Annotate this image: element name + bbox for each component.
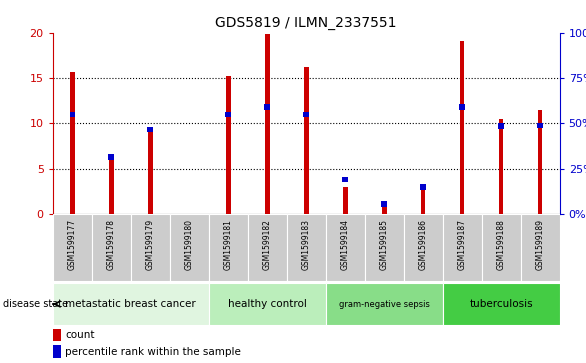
Bar bbox=[421, 189, 425, 214]
Bar bbox=[343, 187, 347, 214]
Bar bbox=[442, 283, 560, 325]
Text: GSM1599187: GSM1599187 bbox=[458, 219, 466, 270]
Bar bbox=[460, 41, 465, 214]
Text: GSM1599184: GSM1599184 bbox=[340, 219, 350, 270]
Bar bbox=[226, 76, 230, 214]
Text: GSM1599189: GSM1599189 bbox=[536, 219, 544, 270]
Text: GSM1599179: GSM1599179 bbox=[146, 219, 155, 270]
Bar bbox=[109, 159, 114, 214]
Bar bbox=[148, 127, 153, 132]
Bar bbox=[537, 123, 543, 128]
Bar bbox=[226, 112, 231, 117]
Bar bbox=[148, 128, 152, 214]
Bar bbox=[265, 34, 270, 214]
Bar bbox=[287, 214, 326, 281]
Text: GSM1599182: GSM1599182 bbox=[263, 219, 272, 270]
Text: percentile rank within the sample: percentile rank within the sample bbox=[65, 347, 241, 356]
Bar bbox=[482, 214, 520, 281]
Bar bbox=[264, 105, 270, 110]
Bar bbox=[53, 214, 92, 281]
Bar bbox=[209, 283, 326, 325]
Bar bbox=[209, 214, 248, 281]
Bar bbox=[304, 112, 309, 117]
Bar bbox=[499, 119, 503, 214]
Text: GSM1599185: GSM1599185 bbox=[380, 219, 389, 270]
Bar bbox=[520, 214, 560, 281]
Bar bbox=[420, 184, 426, 189]
Text: GSM1599177: GSM1599177 bbox=[68, 219, 77, 270]
Bar bbox=[442, 214, 482, 281]
Bar bbox=[108, 154, 114, 160]
Bar bbox=[382, 204, 387, 214]
Text: metastatic breast cancer: metastatic breast cancer bbox=[66, 299, 196, 309]
Text: GSM1599180: GSM1599180 bbox=[185, 219, 194, 270]
Bar bbox=[248, 214, 287, 281]
Bar bbox=[326, 214, 364, 281]
Text: healthy control: healthy control bbox=[228, 299, 306, 309]
Bar bbox=[53, 329, 61, 341]
Bar bbox=[170, 214, 209, 281]
Bar bbox=[342, 177, 348, 183]
Bar bbox=[459, 105, 465, 110]
Bar bbox=[131, 214, 170, 281]
Bar bbox=[499, 123, 504, 129]
Bar bbox=[53, 283, 209, 325]
Text: GSM1599186: GSM1599186 bbox=[418, 219, 428, 270]
Bar bbox=[381, 201, 387, 207]
Text: GSM1599183: GSM1599183 bbox=[302, 219, 311, 270]
Title: GDS5819 / ILMN_2337551: GDS5819 / ILMN_2337551 bbox=[216, 16, 397, 30]
Bar bbox=[70, 112, 75, 117]
Text: tuberculosis: tuberculosis bbox=[469, 299, 533, 309]
Text: disease state: disease state bbox=[3, 299, 68, 309]
Text: GSM1599178: GSM1599178 bbox=[107, 219, 115, 270]
Bar bbox=[404, 214, 442, 281]
Text: count: count bbox=[65, 330, 94, 340]
Bar bbox=[538, 110, 543, 214]
Bar bbox=[70, 72, 74, 214]
Text: GSM1599188: GSM1599188 bbox=[497, 219, 506, 270]
Bar bbox=[326, 283, 442, 325]
Bar bbox=[92, 214, 131, 281]
Bar bbox=[53, 345, 61, 358]
Text: gram-negative sepsis: gram-negative sepsis bbox=[339, 299, 430, 309]
Bar bbox=[304, 67, 308, 214]
Bar bbox=[364, 214, 404, 281]
Text: GSM1599181: GSM1599181 bbox=[224, 219, 233, 270]
